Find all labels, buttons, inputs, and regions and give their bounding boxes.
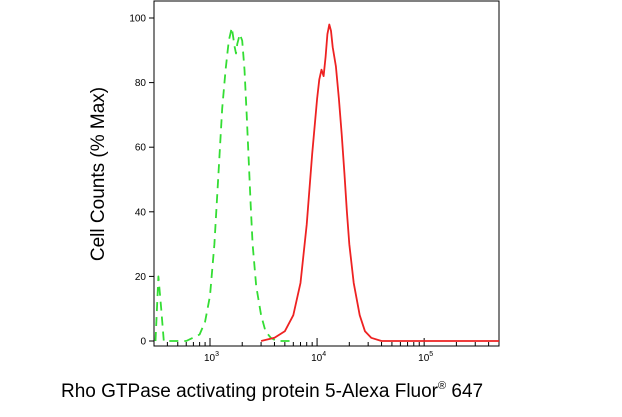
x-tick-exponent: 5	[429, 351, 433, 358]
x-axis-title-suffix: 647	[451, 381, 483, 402]
y-tick-label: 40	[135, 207, 147, 218]
x-axis-title-main: Rho GTPase activating protein 5-Alexa Fl…	[61, 381, 439, 402]
y-tick-label: 0	[140, 337, 146, 348]
x-tick-base: 10	[418, 353, 430, 364]
x-tick-label: 103	[204, 351, 219, 364]
x-tick-label: 104	[311, 351, 326, 364]
x-tick-base: 10	[204, 353, 216, 364]
x-axis-title-superscript: ®	[438, 380, 446, 392]
y-tick-label: 100	[129, 14, 146, 25]
x-tick-label: 105	[418, 351, 433, 364]
y-axis-title: Cell Counts (% Max)	[88, 87, 109, 261]
x-axis-ticks: 103 104 105	[153, 338, 500, 364]
y-tick-label: 20	[135, 272, 147, 283]
x-axis-title: Rho GTPase activating protein 5-Alexa Fl…	[61, 380, 483, 402]
x-tick-exponent: 3	[215, 351, 219, 358]
y-tick-label: 60	[135, 143, 147, 154]
series-line-dashed	[154, 26, 294, 342]
series-line-solid	[260, 23, 499, 342]
y-tick-label: 80	[135, 78, 147, 89]
x-tick-exponent: 4	[322, 351, 326, 358]
series-layer	[154, 23, 499, 342]
x-tick-base: 10	[311, 353, 323, 364]
y-axis-ticks: 0 20 40 60 80 100	[129, 14, 154, 348]
